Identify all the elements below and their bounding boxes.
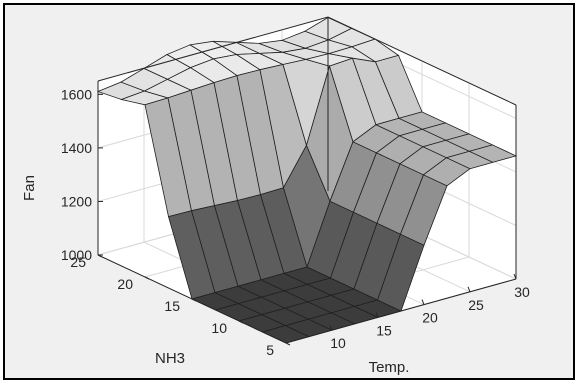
y-tick-label: 15 — [164, 298, 180, 314]
y-tick-label: 25 — [70, 254, 86, 270]
z-tick-label: 1000 — [61, 247, 92, 263]
x-tick-label: 15 — [376, 322, 392, 338]
y-tick-label: 5 — [266, 342, 274, 358]
x-axis-label: Temp. — [369, 359, 410, 376]
y-tick-mark — [285, 342, 291, 346]
y-tick-mark — [97, 254, 103, 258]
surface-plot — [96, 17, 518, 344]
x-tick-label: 30 — [514, 284, 530, 300]
axes-box — [97, 16, 517, 344]
y-tick-label: 10 — [211, 320, 227, 336]
x-tick-mark — [329, 325, 333, 331]
surface-face — [468, 144, 518, 163]
z-axis-label: Fan — [21, 175, 38, 201]
y-tick-mark — [191, 298, 197, 302]
x-tick-mark — [513, 273, 517, 280]
y-tick-mark — [238, 320, 244, 324]
y-tick-label: 20 — [117, 276, 133, 292]
x-tick-label: 20 — [422, 310, 438, 326]
y-tick-mark — [144, 276, 150, 280]
z-tick-label: 1600 — [61, 86, 92, 102]
z-tick-label: 1200 — [61, 193, 92, 209]
x-tick-mark — [467, 286, 471, 292]
y-axis-label: NH3 — [155, 350, 185, 367]
x-tick-mark — [421, 299, 425, 305]
x-tick-mark — [375, 312, 379, 318]
x-tick-label: 10 — [330, 335, 346, 351]
x-axis-line — [285, 278, 517, 344]
top-edge — [97, 16, 517, 106]
x-tick-label: 25 — [468, 297, 484, 313]
z-tick-label: 1400 — [61, 140, 92, 156]
axis-ticks: 1000 1200 1400 1600 5 10 15 20 25 10 15 20 25 30 — [61, 86, 530, 358]
